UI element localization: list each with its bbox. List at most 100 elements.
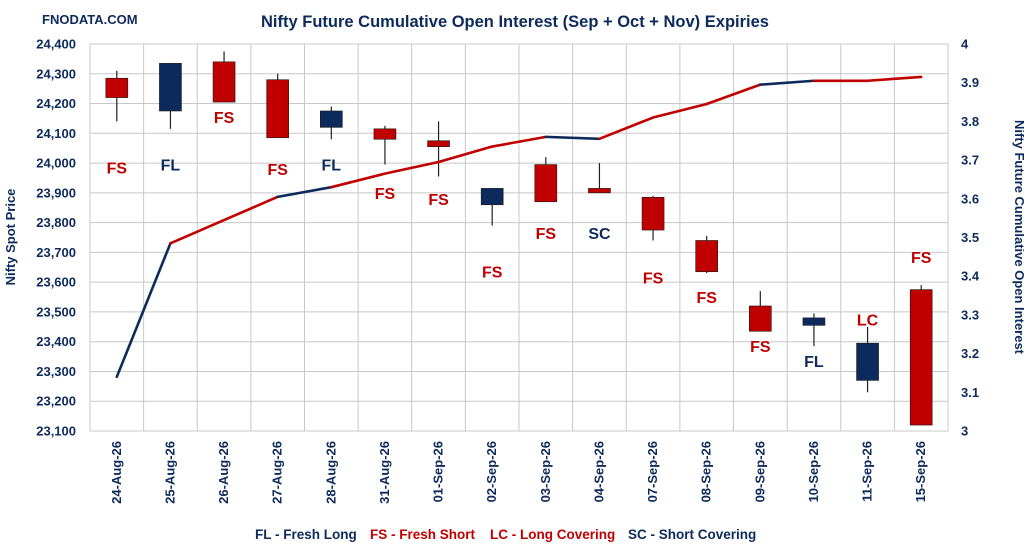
- left-tick-label: 24,400: [36, 37, 76, 52]
- oi-segment: [705, 83, 762, 106]
- signal-label: FS: [750, 339, 771, 356]
- signal-label: FS: [643, 271, 664, 288]
- candle-body: [105, 77, 129, 98]
- candles: [105, 51, 933, 426]
- candle-body: [320, 110, 343, 128]
- oi-segment: [169, 218, 226, 245]
- oi-segment: [222, 195, 279, 222]
- left-tick-label: 24,100: [36, 126, 76, 141]
- x-tick-label: 07-Sep-26: [645, 441, 660, 502]
- right-axis-label: Nifty Future Cumulative Open Interest: [1012, 120, 1024, 355]
- x-tick-label: 28-Aug-26: [323, 441, 338, 504]
- left-tick-label: 23,700: [36, 245, 76, 260]
- left-tick-label: 23,300: [36, 364, 76, 379]
- left-axis-label: Nifty Spot Price: [3, 189, 18, 286]
- left-tick-label: 23,500: [36, 304, 76, 319]
- left-tick-label: 24,200: [36, 96, 76, 111]
- right-tick-label: 3: [961, 424, 968, 439]
- right-tick-label: 3.5: [961, 230, 979, 245]
- x-tick-label: 27-Aug-26: [270, 441, 285, 504]
- signal-label: FS: [482, 265, 503, 282]
- oi-segment: [490, 135, 548, 148]
- signal-label: FL: [804, 354, 824, 371]
- signal-label: FS: [428, 192, 449, 209]
- oi-segment: [437, 145, 494, 164]
- x-tick-label: 09-Sep-26: [752, 441, 767, 502]
- x-tick-label: 15-Sep-26: [913, 441, 928, 502]
- x-tick-label: 24-Aug-26: [109, 441, 124, 504]
- candle-body: [266, 79, 289, 139]
- left-tick-label: 23,200: [36, 394, 76, 409]
- x-tick-label: 10-Sep-26: [806, 441, 821, 502]
- candle-body: [749, 305, 772, 332]
- signal-label: FL: [161, 158, 181, 175]
- oi-segment: [383, 160, 440, 175]
- open-interest-line: [115, 75, 923, 379]
- x-tick-label: 08-Sep-26: [699, 441, 714, 502]
- x-tick-label: 03-Sep-26: [538, 441, 553, 502]
- candle-body: [480, 188, 504, 206]
- candle-body: [909, 289, 933, 426]
- oi-segment: [759, 79, 816, 86]
- x-tick-label: 11-Sep-26: [860, 441, 875, 502]
- signal-label: FS: [375, 186, 396, 203]
- legend: FL - Fresh Long FS - Fresh Short LC - Long…: [255, 527, 756, 542]
- right-tick-label: 3.2: [961, 346, 979, 361]
- oi-segment: [330, 172, 387, 189]
- candle-body: [856, 342, 879, 381]
- left-tick-label: 23,600: [36, 275, 76, 290]
- candle-body: [534, 164, 558, 203]
- right-tick-label: 3.4: [961, 269, 980, 284]
- brand-logo: FNODATA.COM: [42, 12, 138, 27]
- signal-label: SC: [588, 226, 611, 243]
- signal-label: FS: [107, 161, 128, 178]
- x-tick-label: 01-Sep-26: [431, 441, 446, 502]
- x-tick-label: 25-Aug-26: [162, 441, 177, 504]
- left-tick-label: 24,300: [36, 66, 76, 81]
- right-tick-label: 3.8: [961, 114, 979, 129]
- signal-label: FS: [911, 250, 932, 267]
- right-tick-label: 3.7: [961, 153, 979, 168]
- left-tick-label: 24,000: [36, 156, 76, 171]
- signal-label: FS: [696, 290, 717, 307]
- right-tick-label: 3.9: [961, 75, 979, 90]
- signal-labels: FS FL FS FS FL FS FS FS FS SC FS FS FS FL LC FS: [107, 110, 932, 371]
- left-axis-ticks: 23,100 23,200 23,300 23,400 23,500 23,600 23,7…: [36, 37, 76, 439]
- oi-segment: [115, 242, 172, 379]
- legend-item: FL - Fresh Long: [255, 527, 357, 542]
- x-axis-ticks: 24-Aug-26 25-Aug-26 26-Aug-26 27-Aug-26 28-A…: [109, 441, 928, 504]
- right-tick-label: 4: [961, 37, 969, 52]
- chart-title: Nifty Future Cumulative Open Interest (S…: [261, 13, 769, 31]
- left-tick-label: 23,400: [36, 334, 76, 349]
- left-tick-label: 23,800: [36, 215, 76, 230]
- x-tick-label: 02-Sep-26: [484, 441, 499, 502]
- signal-label: FS: [267, 162, 288, 179]
- x-tick-label: 04-Sep-26: [591, 441, 606, 502]
- candle-body: [695, 240, 718, 273]
- signal-label: FS: [536, 226, 557, 243]
- legend-item: SC - Short Covering: [628, 527, 756, 542]
- signal-label: FS: [214, 110, 235, 127]
- candle-body: [159, 63, 182, 112]
- oi-segment: [866, 75, 923, 83]
- candle-body: [427, 140, 450, 148]
- oi-segment: [276, 185, 333, 199]
- candle-body: [802, 317, 826, 326]
- oi-segment: [651, 102, 708, 119]
- candle-body: [641, 197, 665, 231]
- right-tick-label: 3.3: [961, 307, 979, 322]
- right-tick-label: 3.1: [961, 385, 979, 400]
- signal-label: FL: [322, 158, 342, 175]
- x-tick-label: 26-Aug-26: [216, 441, 231, 504]
- left-tick-label: 23,100: [36, 424, 76, 439]
- candle-body: [588, 188, 611, 194]
- left-tick-label: 23,900: [36, 185, 76, 200]
- oi-segment: [544, 135, 601, 141]
- candle-body: [373, 128, 397, 140]
- right-axis-ticks: 3 3.1 3.2 3.3 3.4 3.5 3.6 3.7 3.8 3.9 4: [961, 37, 980, 439]
- signal-label: LC: [857, 312, 879, 329]
- legend-item: FS - Fresh Short: [370, 527, 476, 542]
- right-tick-label: 3.6: [961, 191, 979, 206]
- candle-body: [212, 61, 236, 103]
